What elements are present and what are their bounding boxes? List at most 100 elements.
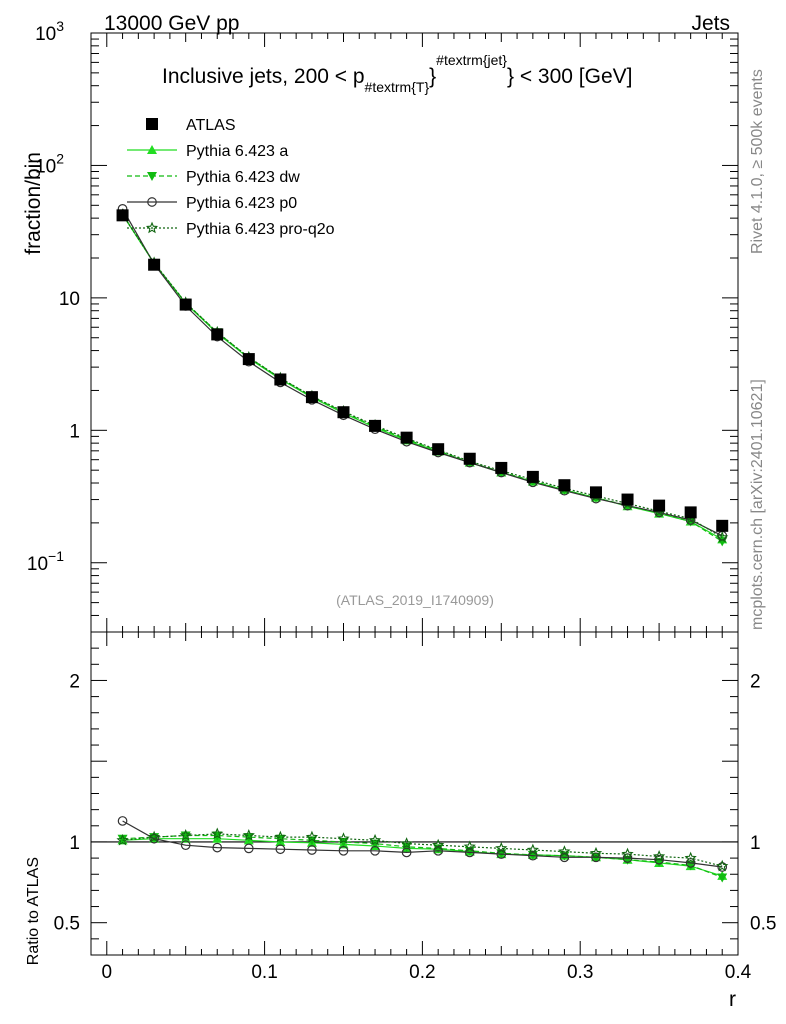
y-tick-exp: 2 — [56, 150, 64, 166]
ratio-y-tick-label-right: 0.5 — [750, 914, 776, 935]
ratio-point-pythia-6-423-p0 — [338, 845, 349, 856]
y-tick-base: 1 — [69, 421, 80, 442]
y-tick-exp: 3 — [56, 18, 64, 34]
legend-marker-pythia-6-423-p0 — [147, 197, 157, 207]
ratio-series-pythia-6-423-p0 — [117, 816, 728, 872]
y-tick-base: 10 — [35, 156, 56, 177]
header-right: Jets — [691, 12, 730, 35]
point-atlas — [495, 461, 508, 474]
mcplots-label: mcplots.cern.ch [arXiv:2401.10621] — [749, 379, 766, 630]
ratio-point-pythia-6-423-p0 — [370, 845, 380, 856]
y-tick-base: 10 — [59, 289, 80, 310]
point-atlas — [337, 406, 350, 419]
title-sub: #textrm{T} — [365, 79, 430, 95]
ratio-line-pythia-6-423-pro-q2o — [122, 833, 723, 867]
x-tick-label: 0.1 — [251, 962, 277, 983]
legend: ATLAS Pythia 6.423 a Pythia 6.423 dw Pythia… — [127, 117, 335, 238]
legend-label-pythia-6-423-a: Pythia 6.423 a — [186, 143, 288, 160]
legend-entry-pythia-6-423-p0: Pythia 6.423 p0 — [127, 195, 297, 212]
point-atlas — [179, 298, 192, 311]
ratio-line-pythia-6-423-p0 — [122, 820, 723, 868]
point-pythia-6-423-pro-q2o — [716, 531, 729, 543]
ratio-point-pythia-6-423-p0 — [149, 833, 159, 844]
ratio-point-pythia-6-423-p0 — [243, 843, 254, 854]
ratio-point-pythia-6-423-pro-q2o — [368, 833, 382, 846]
ratio-y-tick-label-right: 1 — [750, 833, 761, 854]
ratio-point-pythia-6-423-p0 — [496, 849, 507, 859]
legend-label-pythia-6-423-p0: Pythia 6.423 p0 — [186, 195, 297, 212]
y-tick-base: 10 — [27, 554, 48, 575]
legend-entry-pythia-6-423-a: Pythia 6.423 a — [127, 143, 288, 160]
point-atlas — [274, 373, 287, 386]
point-atlas — [211, 328, 224, 341]
ratio-point-pythia-6-423-p0 — [117, 816, 128, 826]
ratio-point-pythia-6-423-pro-q2o — [432, 838, 445, 851]
y-tick-label: 102 — [35, 150, 64, 177]
ratio-series-group — [116, 816, 729, 883]
ratio-point-pythia-6-423-dw — [717, 873, 728, 883]
ratio-point-pythia-6-423-p0 — [307, 845, 317, 855]
ratio-point-pythia-6-423-pro-q2o — [652, 850, 666, 862]
ratio-point-pythia-6-423-p0 — [717, 862, 728, 872]
legend-entry-pythia-6-423-pro-q2o: Pythia 6.423 pro-q2o — [127, 221, 335, 238]
ratio-y-tick-label: 2 — [69, 671, 80, 692]
ratio-point-pythia-6-423-p0 — [212, 842, 223, 853]
ratio-point-pythia-6-423-pro-q2o — [526, 843, 539, 856]
ratio-line-pythia-6-423-dw — [122, 834, 723, 879]
ratio-point-pythia-6-423-pro-q2o — [716, 859, 729, 872]
series-pythia-6-423-dw — [117, 210, 728, 547]
ratio-point-pythia-6-423-pro-q2o — [242, 829, 255, 841]
title-sup-brace: } — [429, 65, 436, 88]
x-tick-label: 0.4 — [725, 962, 752, 983]
legend-label-atlas: ATLAS — [186, 117, 236, 134]
point-atlas — [589, 486, 602, 499]
point-atlas — [116, 209, 129, 222]
ratio-point-pythia-6-423-pro-q2o — [211, 827, 224, 840]
y-tick-exp: −1 — [48, 548, 64, 564]
title-suffix: } < 300 [GeV] — [507, 65, 633, 88]
y-tick-label: 10−1 — [27, 548, 64, 575]
ratio-point-pythia-6-423-p0 — [654, 854, 664, 865]
point-atlas — [242, 353, 255, 366]
ratio-point-pythia-6-423-p0 — [401, 847, 412, 858]
point-atlas — [305, 391, 318, 404]
point-atlas — [716, 519, 729, 532]
legend-label-pythia-6-423-pro-q2o: Pythia 6.423 pro-q2o — [186, 221, 335, 238]
rivet-label: Rivet 4.1.0, ≥ 500k events — [749, 69, 766, 254]
main-series-group — [116, 204, 729, 547]
y-tick-label: 103 — [35, 18, 64, 45]
ratio-point-pythia-6-423-pro-q2o — [337, 832, 350, 844]
ratio-axis-ticks: 0 0.1 0.2 0.3 0.4 0.5 0.5 1 1 2 2 — [54, 631, 776, 983]
ratio-point-pythia-6-423-pro-q2o — [589, 846, 603, 859]
ratio-point-pythia-6-423-p0 — [528, 850, 538, 861]
ratio-y-axis-label: Ratio to ATLAS — [25, 857, 42, 965]
legend-marker-pythia-6-423-pro-q2o — [145, 221, 159, 234]
ratio-point-pythia-6-423-pro-q2o — [116, 833, 129, 846]
ratio-point-pythia-6-423-p0 — [275, 844, 286, 855]
series-line-pythia-6-423-a — [122, 214, 723, 540]
ratio-point-pythia-6-423-pro-q2o — [274, 830, 287, 843]
legend-entry-pythia-6-423-dw: Pythia 6.423 dw — [127, 169, 300, 186]
legend-marker-pythia-6-423-dw — [147, 172, 157, 181]
analysis-watermark: (ATLAS_2019_I1740909) — [336, 592, 494, 608]
ratio-point-pythia-6-423-pro-q2o — [148, 830, 161, 843]
point-atlas — [148, 258, 161, 271]
ratio-plot-frame — [90, 631, 739, 956]
ratio-point-pythia-6-423-p0 — [559, 852, 570, 863]
chart-title: Inclusive jets, 200 < p#textrm{T}}#textr… — [162, 52, 633, 95]
series-line-pythia-6-423-pro-q2o — [122, 214, 723, 539]
point-atlas — [526, 470, 539, 483]
ratio-point-pythia-6-423-pro-q2o — [179, 829, 192, 841]
ratio-point-pythia-6-423-p0 — [464, 847, 475, 858]
legend-entry-atlas: ATLAS — [146, 117, 236, 134]
ratio-point-pythia-6-423-pro-q2o — [495, 841, 508, 854]
series-pythia-6-423-pro-q2o — [116, 208, 729, 543]
ratio-y-tick-label-right: 2 — [750, 671, 761, 692]
ratio-point-pythia-6-423-p0 — [180, 840, 191, 851]
title-prefix: Inclusive jets, 200 < p — [162, 65, 365, 88]
ratio-point-pythia-6-423-dw — [117, 834, 128, 844]
point-atlas — [621, 493, 634, 506]
x-tick-label: 0.2 — [409, 962, 435, 983]
